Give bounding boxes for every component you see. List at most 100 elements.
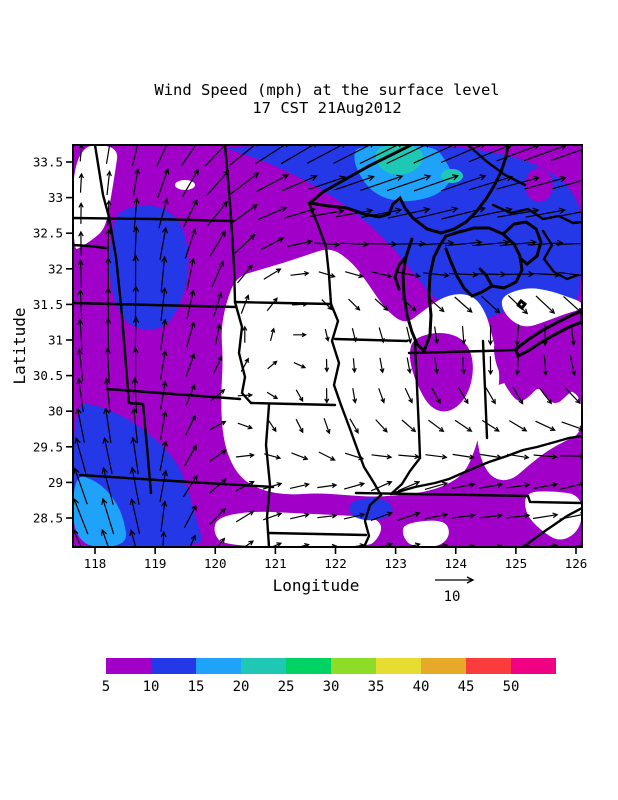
wind-arrow [441,206,487,220]
wind-arrow [209,507,227,525]
wind-arrow [74,437,87,474]
wind-arrow [451,482,476,489]
wind-arrow [266,391,279,400]
colorbar-segment [466,658,511,674]
wind-arrow [104,347,111,382]
wind-arrow [207,200,228,226]
wind-arrow [570,324,576,347]
wind-arrow [184,414,196,436]
wind-arrow [235,452,255,458]
wind-arrow [487,325,494,346]
wind-arrow [496,175,541,190]
wind-arrow [290,270,310,277]
wind-arrow [479,453,503,460]
wind-arrow [269,327,276,342]
wind-arrow [293,332,307,338]
wind-arrow [101,466,114,505]
state-border-line-24 [521,506,582,547]
wind-arrow [507,295,529,315]
state-border-line-7 [105,387,242,401]
wind-arrow [186,321,196,348]
state-border-line-14 [264,403,272,547]
state-border-line-26 [491,203,582,225]
wind-arrow [160,286,168,321]
y-tick-label: 28.5 [33,511,63,526]
wind-arrow [512,386,524,405]
wind-arrow [185,383,196,406]
colorbar-segment [196,658,241,674]
colorbar-segment [106,658,151,674]
colorbar-label: 40 [413,679,430,695]
wind-arrow [106,170,112,196]
wind-arrow [542,324,548,347]
wind-arrow [374,298,389,312]
state-border-line-22 [407,348,518,355]
wind-arrow [131,376,139,413]
colorbar-segment [421,658,466,674]
wind-arrow [413,145,458,164]
wind-arrow [386,174,432,192]
wind-arrow [401,419,417,433]
wind-arrow [397,271,421,279]
wind-arrow [105,199,112,227]
wind-arrow [160,500,168,532]
wind-arrow [535,420,556,431]
state-border-line-27 [541,229,580,281]
colorbar-label: 20 [233,679,250,695]
y-tick-label: 29 [48,475,63,490]
wind-arrow [208,449,227,463]
wind-arrow [360,174,404,191]
colorbar-label: 5 [102,679,110,695]
wind-arrow [387,206,431,219]
wind-arrow [351,358,357,374]
wind-arrow [262,482,283,490]
contour-region-white-east-ky [477,379,582,481]
colorbar-segment [151,658,196,674]
wind-arrow [208,478,227,494]
contour-region-white-erie-north [501,288,582,327]
wind-arrow [78,172,84,193]
wind-arrow [132,346,139,383]
wind-arrow [425,454,448,460]
wind-arrow [209,230,226,257]
plot-frame [72,144,583,548]
wind-arrow [75,407,85,443]
wind-arrow [370,511,393,521]
wind-arrow [214,323,222,346]
wind-arrow [185,352,196,377]
wind-arrow [235,510,255,523]
wind-arrow [242,325,248,343]
wind-arrow [552,180,582,190]
wind-arrow [370,480,393,492]
wind-arrow [378,388,385,404]
wind-arrow [497,207,540,218]
wind-arrow [317,513,338,519]
y-tick-label: 31.5 [33,297,63,312]
great-lakes-outlines [308,145,582,359]
wind-arrow [349,418,359,434]
wind-arrow [105,228,112,259]
wind-arrow [182,474,198,498]
lake-outline-1 [308,145,510,235]
wind-arrow [321,299,333,311]
wind-arrow [159,469,168,502]
wind-arrow [158,197,169,229]
wind-arrow [423,272,450,279]
wind-arrow [260,237,285,251]
wind-arrow [361,207,403,218]
wind-arrow [281,174,318,192]
wind-arrow [371,271,393,279]
state-border-line-6 [141,402,153,495]
state-border-line-25 [466,145,527,187]
wind-arrow [379,357,385,374]
wind-arrow [230,172,260,195]
state-border-line-15 [267,531,368,537]
wind-arrow [424,512,449,520]
wind-arrow [132,167,141,198]
wind-arrow [397,480,421,492]
wind-arrow [428,419,445,433]
state-border-line-1 [73,243,108,250]
wind-vector-arrows [73,145,582,547]
wind-arrow [180,145,200,167]
wind-arrow [157,167,170,198]
